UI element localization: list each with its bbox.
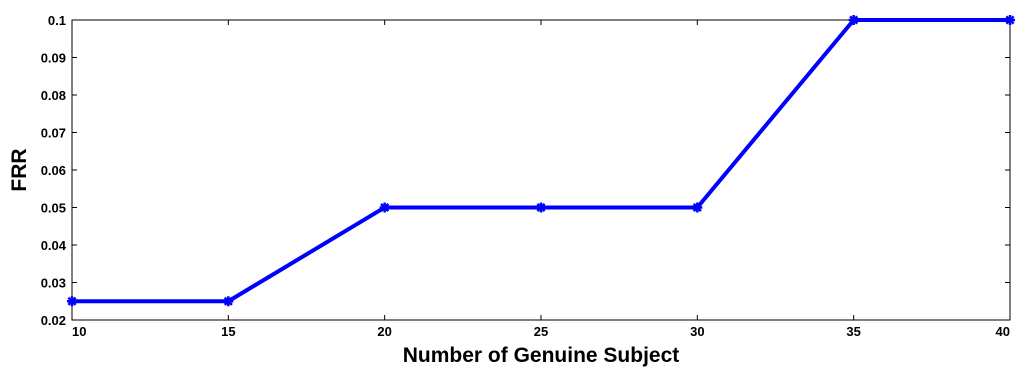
y-tick-label: 0.07	[41, 126, 66, 141]
y-axis-title: FRR	[8, 148, 31, 191]
y-tick-label: 0.04	[41, 238, 67, 253]
data-point-marker	[848, 15, 859, 25]
series-layer	[67, 15, 1015, 307]
x-tick-label: 30	[690, 324, 704, 339]
y-tick-label: 0.08	[41, 88, 66, 103]
x-tick-label: 15	[221, 324, 235, 339]
x-tick-label: 40	[996, 324, 1010, 339]
y-tick-label: 0.03	[41, 276, 66, 291]
data-point-marker	[1005, 15, 1015, 25]
data-point-marker	[67, 296, 77, 307]
x-tick-label: 35	[846, 324, 860, 339]
x-axis-title: Number of Genuine Subject	[403, 344, 680, 367]
x-tick-label: 20	[377, 324, 391, 339]
y-tick-label: 0.09	[41, 51, 66, 66]
y-tick-label: 0.1	[48, 13, 66, 28]
data-point-marker	[536, 202, 546, 213]
plot-area-frame	[71, 19, 1011, 321]
series-line	[72, 18, 1010, 304]
y-tick-label: 0.02	[41, 313, 66, 328]
ticks-layer: 10 15 20 25 30 35 40 0.02 0.03 0.04 0.05 0.06 0.07 0.…	[41, 13, 1011, 339]
x-tick-label: 10	[72, 324, 86, 339]
data-point-marker	[379, 202, 390, 213]
data-point-marker	[692, 202, 703, 213]
data-point-marker	[223, 296, 234, 307]
y-tick-label: 0.05	[41, 201, 66, 216]
x-tick-label: 25	[534, 324, 548, 339]
y-tick-label: 0.06	[41, 163, 66, 178]
